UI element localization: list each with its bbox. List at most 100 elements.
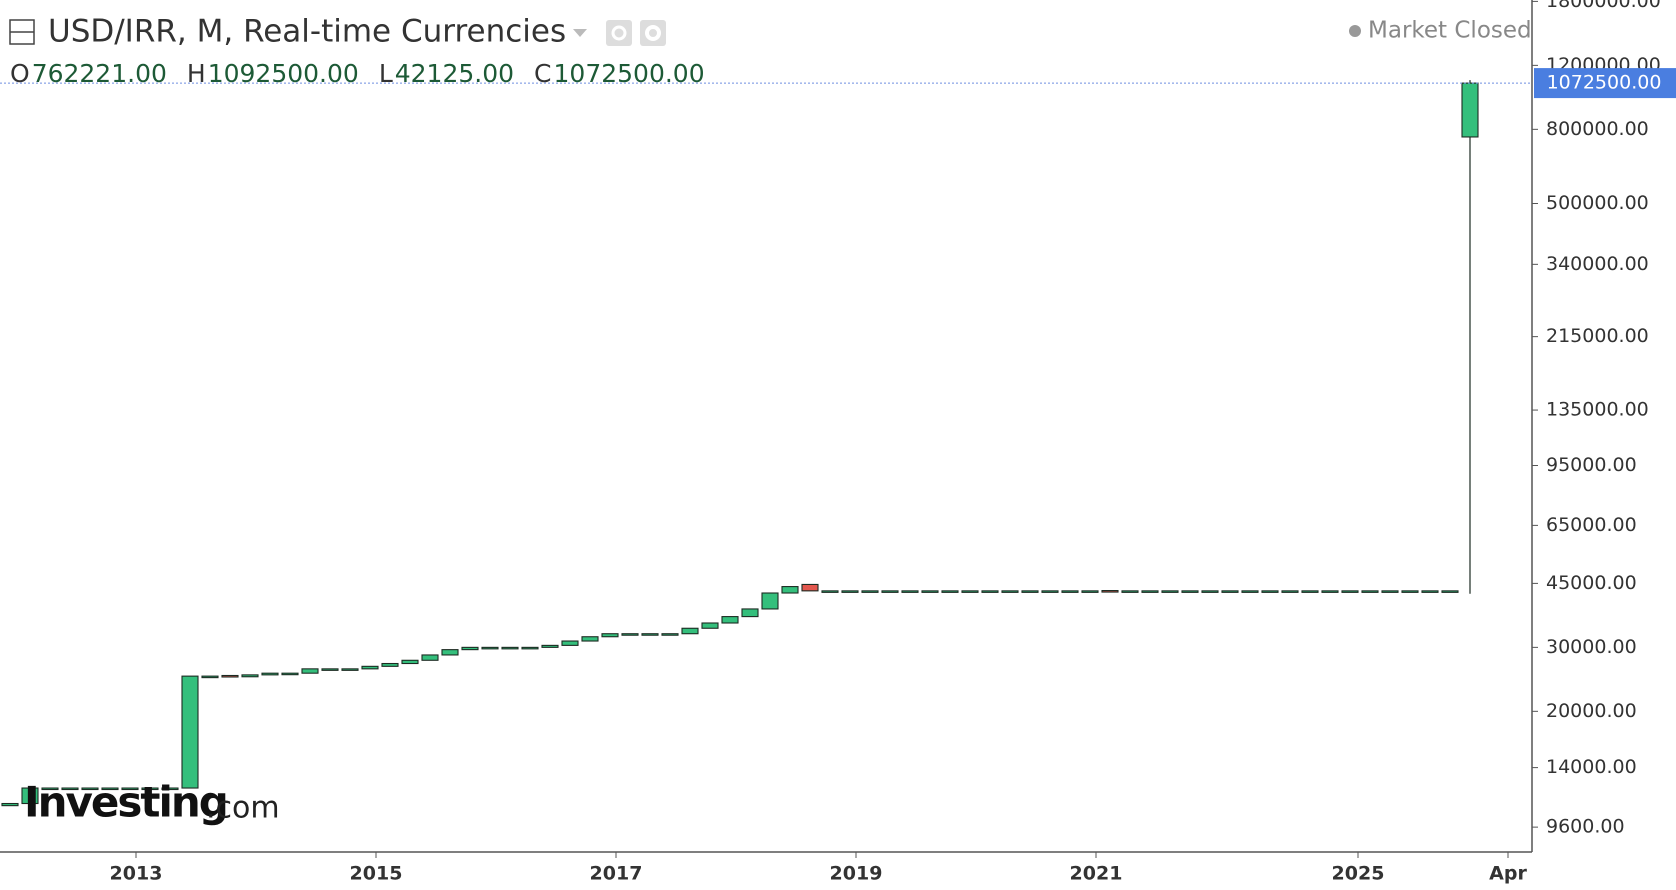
candle-body bbox=[281, 672, 299, 676]
candle-body bbox=[1081, 590, 1099, 593]
x-tick-label: 2013 bbox=[110, 863, 163, 885]
candle-body bbox=[801, 583, 819, 592]
candle-body bbox=[861, 590, 879, 593]
candle-body bbox=[441, 649, 459, 656]
candle-body bbox=[521, 646, 539, 650]
candle-body bbox=[21, 787, 39, 805]
candle-body bbox=[541, 644, 559, 648]
candle-body bbox=[901, 590, 919, 593]
candle-body bbox=[701, 622, 719, 629]
y-tick-label: 800000.00 bbox=[1546, 118, 1649, 140]
eye-icon[interactable] bbox=[606, 20, 632, 46]
settings-icon-gear bbox=[645, 25, 661, 41]
ohlc-value: 1072500.00 bbox=[554, 59, 705, 88]
y-tick-label: 45000.00 bbox=[1546, 572, 1637, 594]
candle-body bbox=[221, 674, 239, 678]
candle-body bbox=[1041, 590, 1059, 593]
candle-body bbox=[1, 802, 19, 807]
candle-body bbox=[301, 668, 319, 674]
candle-body bbox=[621, 633, 639, 636]
last-price-label: 1072500.00 bbox=[1547, 72, 1662, 94]
candle-body bbox=[1281, 590, 1299, 593]
eye-icon-pupil bbox=[611, 25, 627, 41]
x-tick-label: 2021 bbox=[1070, 863, 1123, 885]
candle-body bbox=[41, 787, 59, 791]
candle-body bbox=[1441, 590, 1459, 593]
candle-body bbox=[641, 633, 659, 636]
candle-body bbox=[921, 590, 939, 593]
candle-body bbox=[841, 590, 859, 593]
candle-body bbox=[761, 592, 779, 610]
candle-body bbox=[181, 675, 199, 789]
dropdown-arrow[interactable] bbox=[573, 29, 587, 37]
ohlc-key: C bbox=[534, 59, 551, 88]
last-price-tag bbox=[1534, 68, 1676, 99]
watermark: Investing .com bbox=[24, 778, 280, 827]
ohlc-key: H bbox=[187, 59, 206, 88]
candle-body bbox=[981, 590, 999, 593]
candle-body bbox=[661, 633, 679, 636]
x-tick-label: 2025 bbox=[1332, 863, 1385, 885]
candle-body bbox=[101, 787, 119, 791]
candle-body bbox=[1381, 590, 1399, 593]
settings-icon[interactable] bbox=[640, 20, 666, 46]
candle-body bbox=[681, 627, 699, 635]
y-tick-label: 135000.00 bbox=[1546, 399, 1649, 421]
candle-body bbox=[261, 672, 279, 676]
x-tick-label: 2019 bbox=[830, 863, 883, 885]
candle-body bbox=[241, 674, 259, 678]
candle-body bbox=[1021, 590, 1039, 593]
candle-body bbox=[961, 590, 979, 593]
candle-body bbox=[1461, 82, 1479, 138]
status-dot bbox=[1349, 25, 1361, 37]
candle-body bbox=[1301, 590, 1319, 593]
candle-body bbox=[321, 668, 339, 671]
ohlc-key: L bbox=[379, 59, 393, 88]
candle-body bbox=[1341, 590, 1359, 593]
chart-title: USD/IRR, M, Real-time Currencies bbox=[48, 14, 566, 50]
watermark-domain: .com bbox=[206, 791, 280, 826]
market-status: Market Closed bbox=[1368, 18, 1532, 44]
candle-body bbox=[781, 586, 799, 594]
candle-body bbox=[141, 787, 159, 791]
candle-body bbox=[1141, 590, 1159, 593]
x-tick-label: Apr bbox=[1489, 863, 1527, 885]
plot-area bbox=[0, 80, 1532, 807]
y-tick-label: 215000.00 bbox=[1546, 325, 1649, 347]
candle-body bbox=[821, 590, 839, 593]
candle-body bbox=[421, 654, 439, 661]
candle-body bbox=[1401, 590, 1419, 593]
candle-body bbox=[481, 646, 499, 650]
candle-body bbox=[1101, 590, 1119, 593]
candle-body bbox=[381, 662, 399, 667]
header: USD/IRR, M, Real-time Currencies Market … bbox=[9, 14, 1532, 88]
candle-body bbox=[1061, 590, 1079, 593]
candle-body bbox=[1241, 590, 1259, 593]
y-tick-label: 14000.00 bbox=[1546, 756, 1637, 778]
candle-body bbox=[1181, 590, 1199, 593]
ohlc-value: 762221.00 bbox=[32, 59, 167, 88]
ohlc-value: 42125.00 bbox=[395, 59, 514, 88]
candle-body bbox=[1261, 590, 1279, 593]
candle-body bbox=[361, 665, 379, 670]
candle-body bbox=[1321, 590, 1339, 593]
candle-body bbox=[341, 668, 359, 671]
candle-body bbox=[61, 787, 79, 791]
candle-body bbox=[561, 640, 579, 646]
candle-body bbox=[401, 659, 419, 665]
y-tick-label: 9600.00 bbox=[1546, 816, 1625, 838]
candle-body bbox=[1161, 590, 1179, 593]
candle-body bbox=[601, 633, 619, 638]
candle-body bbox=[81, 787, 99, 791]
watermark-brand: Investing bbox=[24, 778, 227, 827]
candle-body bbox=[941, 590, 959, 593]
ohlc-value: 1092500.00 bbox=[208, 59, 359, 88]
ohlc-legend: O 762221.00 H 1092500.00 L 42125.00 C 1072500.0… bbox=[10, 59, 705, 88]
candle-body bbox=[161, 787, 179, 791]
candle-body bbox=[501, 646, 519, 650]
y-tick-label: 20000.00 bbox=[1546, 700, 1637, 722]
candle-body bbox=[1001, 590, 1019, 593]
candle-body bbox=[1421, 590, 1439, 593]
